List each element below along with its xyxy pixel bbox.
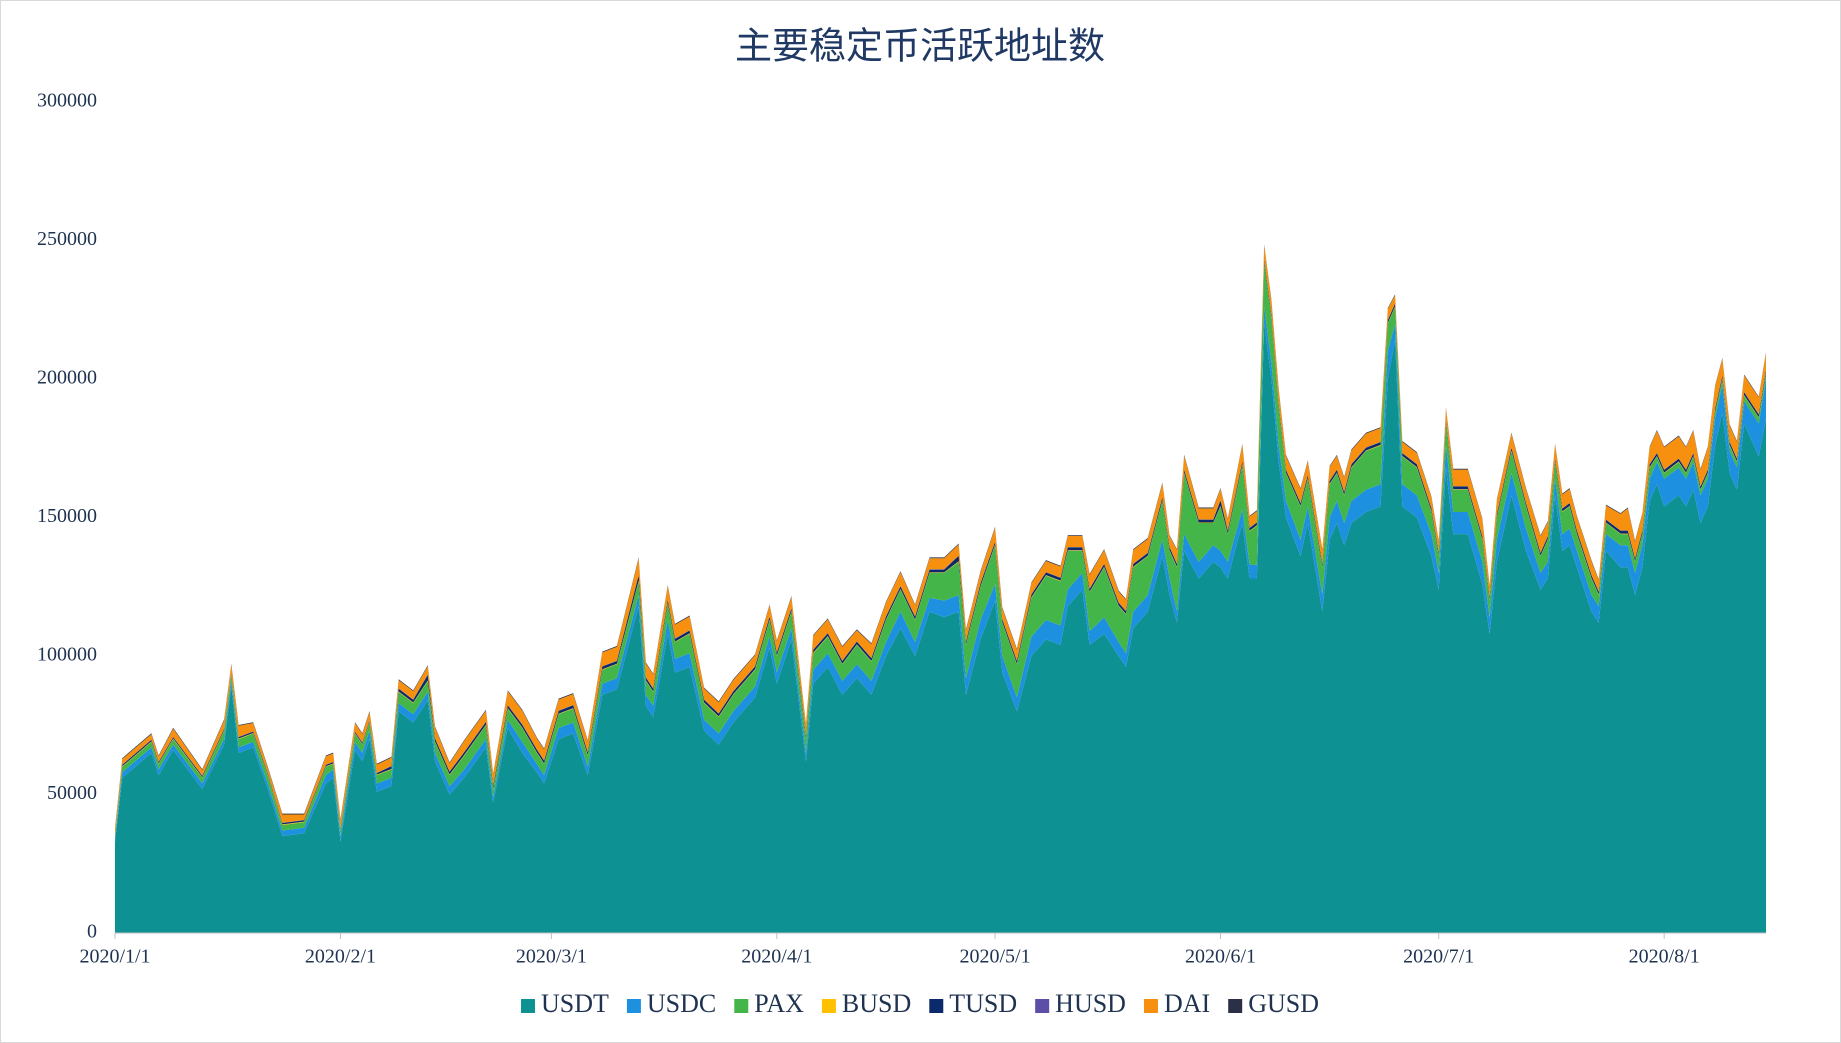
legend-swatch [1228, 999, 1243, 1013]
legend-item: GUSD [1228, 989, 1319, 1018]
chart-title: 主要稳定币活跃地址数 [735, 25, 1105, 67]
legend-item: HUSD [1035, 989, 1126, 1018]
y-tick-label: 150000 [37, 505, 97, 527]
x-tick-label: 2020/8/1 [1629, 946, 1700, 968]
x-tick-label: 2020/3/1 [516, 946, 587, 968]
legend-swatch [821, 999, 836, 1013]
y-tick-label: 200000 [37, 367, 97, 389]
legend-item: PAX [734, 989, 804, 1018]
x-tick-label: 2020/5/1 [959, 946, 1030, 968]
legend-swatch [521, 999, 536, 1013]
area [115, 306, 1766, 842]
area [115, 323, 1766, 934]
legend-item: DAI [1143, 989, 1210, 1018]
y-tick-label: 100000 [37, 644, 97, 666]
legend-swatch [1143, 999, 1158, 1013]
legend-label: PAX [754, 989, 804, 1018]
legend-label: DAI [1164, 989, 1210, 1018]
legend-item: TUSD [929, 989, 1017, 1018]
legend-label: HUSD [1055, 989, 1126, 1018]
legend-label: GUSD [1248, 989, 1319, 1018]
y-tick-label: 250000 [37, 228, 97, 250]
legend-label: USDC [647, 989, 716, 1018]
x-tick-label: 2020/4/1 [741, 946, 812, 968]
y-tick-label: 50000 [47, 782, 97, 804]
legend-swatch [734, 999, 749, 1013]
legend-label: BUSD [842, 989, 911, 1018]
legend-swatch [626, 999, 641, 1013]
legend-item: USDT [521, 989, 609, 1018]
area [115, 262, 1766, 839]
x-tick-label: 2020/6/1 [1185, 946, 1256, 968]
y-tick-label: 300000 [37, 90, 97, 112]
legend-label: TUSD [949, 989, 1017, 1018]
x-tick-label: 2020/1/1 [79, 946, 150, 968]
legend: USDT USDC PAX BUSD TUSD HUSD DAI GUSD [521, 989, 1319, 1018]
legend-label: USDT [541, 989, 609, 1018]
x-tick-label: 2020/7/1 [1403, 946, 1474, 968]
legend-swatch [929, 999, 944, 1013]
legend-swatch [1035, 999, 1050, 1013]
legend-item: BUSD [821, 989, 911, 1018]
y-tick-label: 0 [87, 921, 97, 943]
plot-area: 0 50000 100000 150000 200000 250000 300000 2020… [37, 90, 1766, 968]
legend-item: USDC [626, 989, 716, 1018]
x-tick-label: 2020/2/1 [305, 946, 376, 968]
